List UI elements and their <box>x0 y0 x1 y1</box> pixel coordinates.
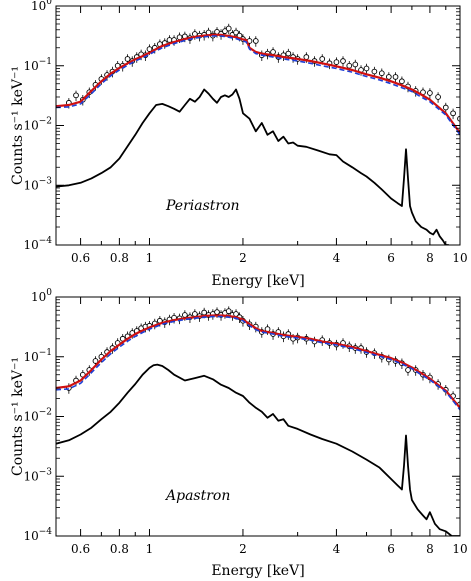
x-tick-label: 2 <box>239 542 247 556</box>
x-tick-label: 10 <box>452 542 467 556</box>
x-tick-label: 6 <box>387 542 395 556</box>
x-tick-label: 10 <box>452 251 467 265</box>
data-point <box>346 61 353 72</box>
x-tick-label: 8 <box>426 542 434 556</box>
data-point <box>457 113 460 125</box>
chart-panel-apastron: 0.6 0.8 1 2 4 6 8 10 100 10−1 10−2 10−3 10−4 Apastro… <box>10 288 468 579</box>
data-marker <box>450 110 456 117</box>
data-marker <box>166 37 173 43</box>
panel-annotation: Apastron <box>164 488 230 504</box>
data-point <box>225 23 232 35</box>
data-marker <box>222 28 228 34</box>
data-marker <box>124 56 131 62</box>
y-tick-label: 10−3 <box>23 176 52 192</box>
x-tick-label: 0.6 <box>71 251 90 265</box>
data-marker <box>225 308 232 314</box>
y-tick-label: 10−3 <box>23 467 52 483</box>
y-tick-label: 10−2 <box>23 408 52 424</box>
plot-frame <box>55 296 461 537</box>
y-tick-label: 10−1 <box>23 57 52 73</box>
plot-area <box>56 23 460 245</box>
x-axis-label: Energy [keV] <box>211 563 304 579</box>
model-line <box>56 314 460 409</box>
chart-panel-periastron: 0.6 0.8 1 2 4 6 8 10 100 10−1 10−2 10−3 10−4 Periast… <box>10 0 468 289</box>
y-axis-label: Counts s⁻¹ keV⁻¹ <box>10 357 26 476</box>
y-tick-label: 10−4 <box>23 527 52 543</box>
data-marker <box>333 59 340 65</box>
data-point <box>405 365 411 376</box>
data-marker <box>303 54 310 60</box>
data-marker <box>405 367 411 373</box>
x-tick-label: 6 <box>387 251 395 265</box>
data-marker <box>457 115 460 122</box>
data-marker <box>233 29 239 36</box>
x-tick-label: 1 <box>146 251 154 265</box>
component-line <box>56 88 449 245</box>
y-axis-label: Counts s⁻¹ keV⁻¹ <box>10 66 26 185</box>
panel-annotation: Periastron <box>165 198 240 214</box>
data-point <box>392 72 399 83</box>
data-marker <box>435 94 441 100</box>
data-marker <box>371 68 378 75</box>
y-tick-label: 10−2 <box>23 117 52 133</box>
data-marker <box>352 61 359 68</box>
x-tick-label: 8 <box>426 251 434 265</box>
data-marker <box>378 70 385 77</box>
data-marker <box>73 92 79 99</box>
data-point <box>450 108 456 120</box>
x-tick-label: 1 <box>146 542 154 556</box>
model-line-dashed <box>56 315 460 411</box>
x-tick-label: 0.8 <box>110 542 129 556</box>
data-point <box>427 88 433 99</box>
data-marker <box>385 74 392 80</box>
data-marker <box>392 74 399 80</box>
data-marker <box>427 90 433 96</box>
data-marker <box>182 312 188 318</box>
model-line-dashed <box>56 35 460 136</box>
data-point <box>435 92 441 103</box>
data-point <box>252 36 259 47</box>
component-line <box>56 363 460 536</box>
data-marker <box>346 62 353 69</box>
data-marker <box>92 358 99 364</box>
data-marker <box>192 311 198 317</box>
x-tick-label: 0.6 <box>71 542 90 556</box>
plot-area <box>56 306 460 536</box>
data-point <box>378 68 385 80</box>
y-tick-label: 10−1 <box>23 348 52 364</box>
x-axis-label: Energy [keV] <box>211 273 304 289</box>
data-marker <box>319 56 326 62</box>
data-point <box>363 63 370 75</box>
data-point <box>146 44 153 55</box>
x-tick-label: 2 <box>239 251 247 265</box>
data-point <box>399 76 405 88</box>
data-marker <box>363 65 370 72</box>
x-tick-label: 0.8 <box>110 251 129 265</box>
data-point <box>73 90 79 102</box>
y-tick-label: 100 <box>31 288 52 304</box>
data-point <box>280 331 287 343</box>
data-point <box>442 102 449 114</box>
data-point <box>222 26 228 37</box>
data-marker <box>252 38 259 44</box>
data-marker <box>146 46 153 52</box>
y-tick-label: 10−4 <box>23 236 52 252</box>
data-marker <box>270 49 276 55</box>
data-marker <box>399 78 405 85</box>
data-point <box>352 59 359 71</box>
data-point <box>340 56 346 67</box>
model-line <box>56 33 460 134</box>
data-marker <box>285 50 292 57</box>
axis-ticks: 0.6 0.8 1 2 4 6 8 10 100 10−1 10−2 10−3 10−4 <box>23 0 467 265</box>
x-tick-label: 4 <box>333 251 341 265</box>
axis-ticks: 0.6 0.8 1 2 4 6 8 10 100 10−1 10−2 10−3 10−4 <box>23 288 467 556</box>
data-marker <box>442 104 449 111</box>
data-marker <box>340 58 346 64</box>
x-tick-label: 4 <box>333 542 341 556</box>
data-marker <box>201 309 208 316</box>
y-tick-label: 100 <box>31 0 52 13</box>
data-marker <box>225 25 232 32</box>
data-point <box>214 307 220 318</box>
